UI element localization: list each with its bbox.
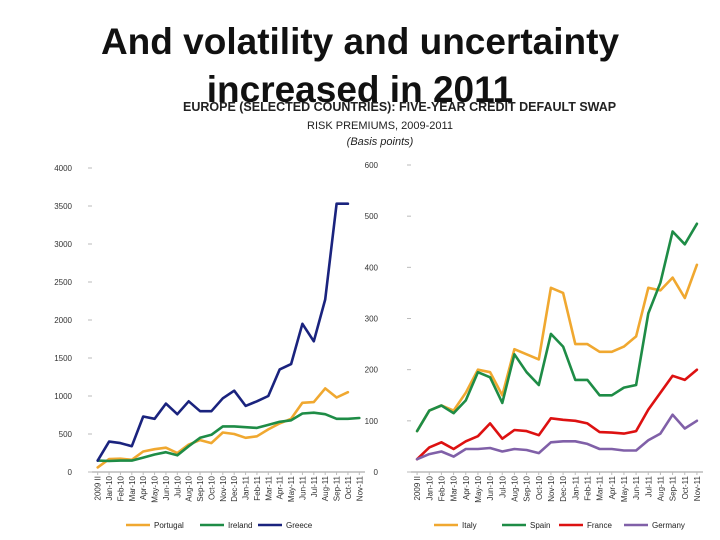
right-x-tick-label: Aug-11: [656, 475, 665, 501]
left-x-tick-label: 2009 II: [94, 476, 103, 500]
right-x-tick-label: Dec-10: [559, 475, 568, 501]
left-x-tick-label: Oct-11: [344, 475, 353, 499]
right-x-tick-label: May-11: [620, 475, 629, 502]
left-x-tick-label: Mar-10: [128, 475, 137, 501]
right-x-tick-label: Jul-11: [644, 475, 653, 497]
left-y-tick-label: 3000: [54, 240, 72, 249]
legend-label-germany: Germany: [652, 521, 685, 530]
right-x-tick-label: Jan-10: [425, 475, 434, 500]
right-x-tick-label: Aug-10: [510, 475, 519, 501]
right-y-tick-label: 500: [365, 212, 379, 221]
chart-subtitle: EUROPE (SELECTED COUNTRIES): FIVE-YEAR C…: [183, 100, 617, 114]
left-y-tick-label: 2000: [54, 316, 72, 325]
right-x-tick-label: Jan-11: [571, 475, 580, 499]
legend-label-spain: Spain: [530, 521, 550, 530]
right-x-tick-label: 2009 II: [413, 476, 422, 500]
right-y-tick-label: 0: [374, 468, 379, 477]
left-x-tick-label: Jul-11: [310, 475, 319, 497]
left-x-tick-label: Apr-11: [276, 475, 285, 499]
chart-subtitle-2: RISK PREMIUMS, 2009-2011: [307, 120, 453, 132]
left-x-tick-label: Jan-10: [105, 475, 114, 500]
right-x-tick-label: Mar-10: [450, 475, 459, 501]
left-x-tick-label: Feb-11: [253, 475, 262, 500]
left-x-tick-label: Sep-11: [333, 475, 342, 501]
right-x-tick-label: Feb-11: [583, 475, 592, 500]
right-y-tick-label: 600: [365, 161, 379, 170]
left-x-tick-label: Jul-10: [173, 475, 182, 497]
chart-title-line-1: And volatility and uncertainty: [100, 21, 620, 62]
left-x-tick-label: Aug-11: [321, 475, 330, 501]
right-x-tick-label: Jun-10: [486, 475, 495, 500]
right-x-tick-label: Jun-11: [632, 475, 641, 499]
legend-label-france: France: [587, 521, 612, 530]
series-line-ireland: [96, 411, 361, 463]
left-y-tick-label: 0: [68, 468, 73, 477]
left-y-tick-label: 1000: [54, 392, 72, 401]
chart-units: (Basis points): [346, 136, 414, 148]
right-x-tick-label: Nov-10: [547, 475, 556, 501]
right-x-tick-label: May-10: [474, 475, 483, 502]
left-x-tick-label: Mar-11: [264, 475, 273, 500]
left-x-tick-label: Jan-11: [242, 475, 251, 499]
left-x-tick-label: Jun-10: [162, 475, 171, 500]
left-y-tick-label: 1500: [54, 354, 72, 363]
series-line-italy: [415, 263, 699, 433]
right-x-tick-label: Sep-11: [669, 475, 678, 501]
right-x-tick-label: Sep-10: [523, 475, 532, 501]
right-y-tick-label: 100: [365, 417, 379, 426]
right-x-tick-label: Jul-10: [498, 475, 507, 497]
left-x-tick-label: Nov-10: [219, 475, 228, 501]
right-x-tick-label: Oct-10: [535, 475, 544, 500]
left-x-tick-label: Dec-10: [230, 475, 239, 501]
left-x-tick-label: May-11: [287, 475, 296, 502]
chart-title-line-2: increased in 2011: [206, 69, 514, 110]
series-line-spain: [415, 222, 699, 433]
left-x-tick-label: Jun-11: [298, 475, 307, 499]
left-y-tick-label: 500: [59, 430, 73, 439]
legend-label-portugal: Portugal: [154, 521, 184, 530]
legend-label-greece: Greece: [286, 521, 313, 530]
right-x-tick-label: Oct-11: [681, 475, 690, 499]
left-x-tick-label: Apr-10: [139, 475, 148, 500]
series-line-portugal: [96, 387, 350, 469]
series-line-germany: [415, 413, 699, 461]
legend-label-italy: Italy: [462, 521, 477, 530]
right-x-tick-label: Feb-10: [437, 475, 446, 501]
right-x-tick-label: Apr-11: [608, 475, 617, 499]
left-x-tick-label: Sep-10: [196, 475, 205, 501]
right-y-tick-label: 300: [365, 315, 379, 324]
left-x-tick-label: Oct-10: [207, 475, 216, 500]
left-y-tick-label: 3500: [54, 202, 72, 211]
left-y-tick-label: 2500: [54, 278, 72, 287]
left-x-tick-label: Aug-10: [185, 475, 194, 501]
right-y-tick-label: 400: [365, 263, 379, 272]
series-line-greece: [96, 202, 350, 462]
right-x-tick-label: Apr-10: [462, 475, 471, 500]
left-y-tick-label: 4000: [54, 164, 72, 173]
left-x-tick-label: Nov-11: [355, 475, 364, 501]
legend-label-ireland: Ireland: [228, 521, 252, 530]
left-x-tick-label: Feb-10: [116, 475, 125, 501]
right-x-tick-label: Nov-11: [693, 475, 702, 501]
series-line-france: [415, 368, 699, 461]
right-x-tick-label: Mar-11: [596, 475, 605, 500]
left-x-tick-label: May-10: [151, 475, 160, 502]
right-y-tick-label: 200: [365, 366, 379, 375]
